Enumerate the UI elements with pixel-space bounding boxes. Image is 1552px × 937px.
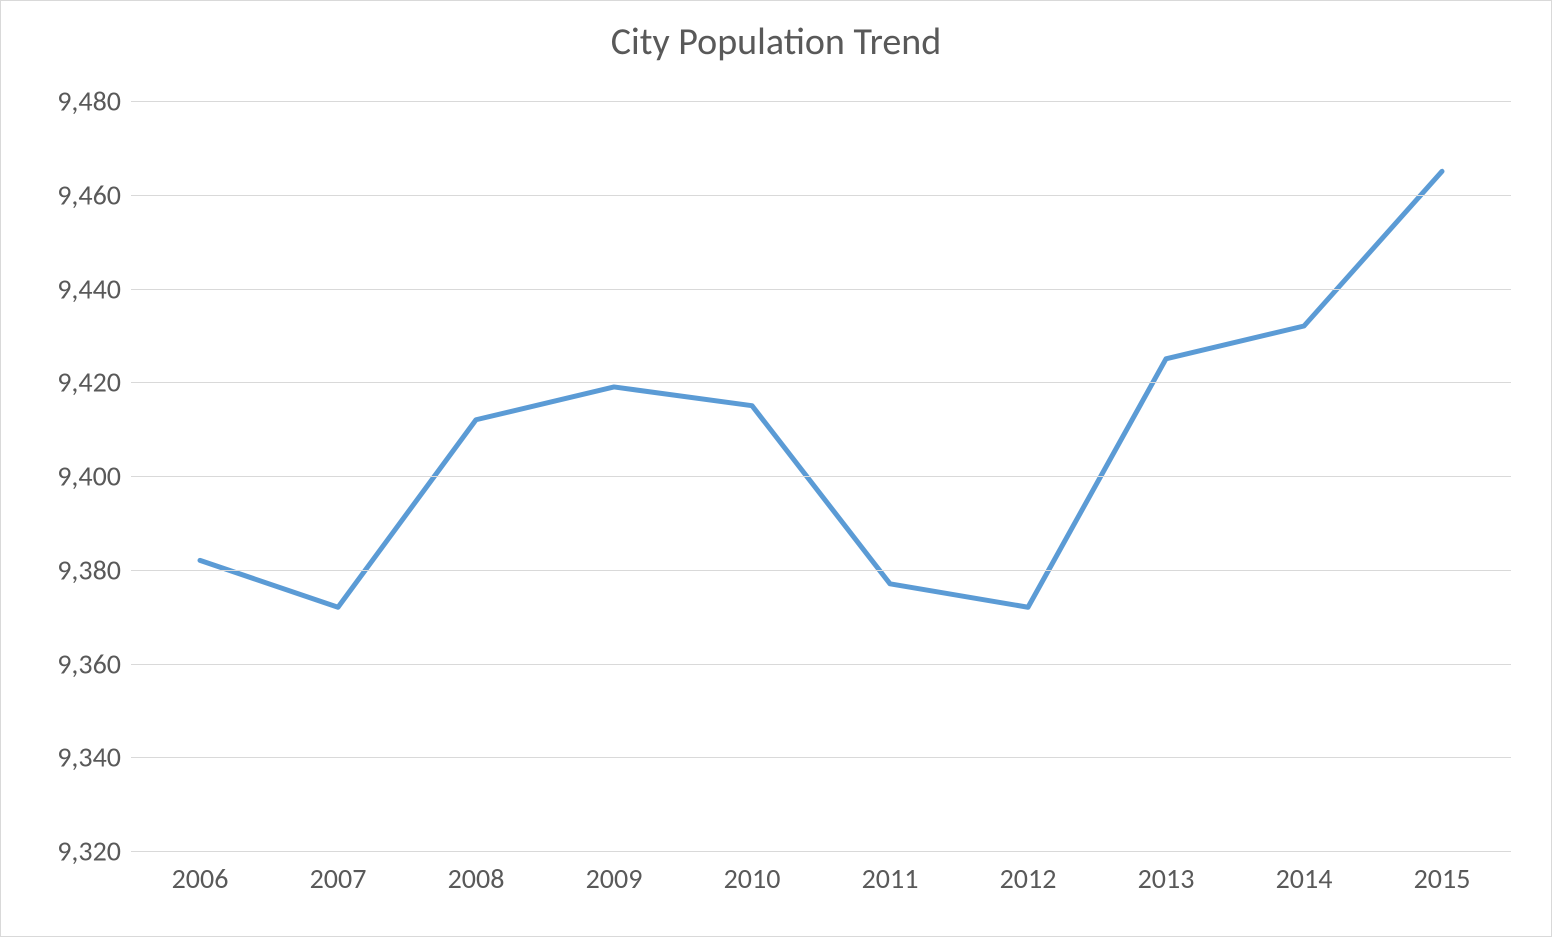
plot-area [131,101,1511,851]
gridline [131,757,1511,758]
gridline [131,664,1511,665]
y-axis-label: 9,420 [21,365,121,400]
y-axis-label: 9,480 [21,84,121,119]
gridline [131,851,1511,852]
x-axis-label: 2014 [1276,861,1333,896]
gridline [131,476,1511,477]
gridline [131,289,1511,290]
gridline [131,570,1511,571]
gridline [131,101,1511,102]
y-axis-label: 9,400 [21,459,121,494]
x-axis-label: 2013 [1138,861,1195,896]
x-axis-label: 2009 [586,861,643,896]
y-axis-label: 9,340 [21,740,121,775]
x-axis-label: 2007 [310,861,367,896]
x-axis-label: 2011 [862,861,919,896]
gridline [131,382,1511,383]
chart-title: City Population Trend [1,19,1551,65]
gridline [131,195,1511,196]
y-axis-label: 9,440 [21,271,121,306]
x-axis-label: 2006 [172,861,229,896]
data-line [200,171,1442,607]
x-axis-label: 2015 [1414,861,1471,896]
x-axis-label: 2010 [724,861,781,896]
x-axis-label: 2008 [448,861,505,896]
y-axis-label: 9,460 [21,177,121,212]
y-axis-label: 9,320 [21,834,121,869]
y-axis-label: 9,360 [21,646,121,681]
x-axis-label: 2012 [1000,861,1057,896]
y-axis-label: 9,380 [21,552,121,587]
chart-container: City Population Trend 9,320 9,340 9,360 9,3… [0,0,1552,937]
